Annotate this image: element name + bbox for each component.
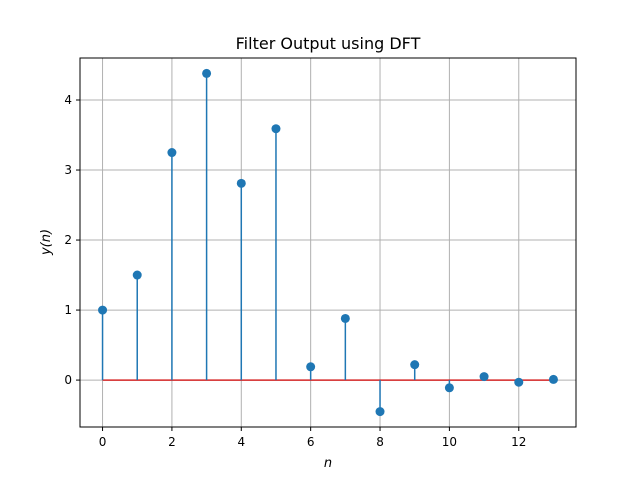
stem-marker: [306, 362, 316, 372]
x-tick-label: 6: [307, 435, 315, 449]
x-tick-label: 12: [511, 435, 526, 449]
x-tick-label: 4: [237, 435, 245, 449]
stem-marker: [514, 377, 524, 387]
y-tick-label: 4: [64, 93, 72, 107]
grid-lines: [80, 58, 576, 427]
stem-marker: [375, 407, 385, 417]
stem-marker: [236, 178, 246, 188]
y-tick-label: 2: [64, 233, 72, 247]
x-tick-label: 10: [442, 435, 457, 449]
y-axis-label: y(n): [39, 229, 54, 256]
x-tick-label: 0: [99, 435, 107, 449]
x-axis-label: n: [324, 456, 332, 471]
y-tick-label: 3: [64, 163, 72, 177]
stem-series: [98, 68, 558, 417]
x-tick-label: 2: [168, 435, 176, 449]
y-tick-label: 0: [64, 373, 72, 387]
stem-marker: [410, 360, 420, 370]
plot-frame: [79, 57, 577, 428]
y-tick-label: 1: [64, 303, 72, 317]
stem-marker: [132, 270, 142, 280]
stem-marker: [167, 148, 177, 158]
x-tick-label: 8: [376, 435, 384, 449]
stem-marker: [202, 68, 212, 78]
stem-marker: [340, 313, 350, 323]
stem-marker: [548, 374, 558, 384]
stem-marker: [98, 305, 108, 315]
stem-marker: [444, 383, 454, 393]
stem-marker: [479, 372, 489, 382]
stem-marker: [271, 124, 281, 134]
chart-title: Filter Output using DFT: [236, 34, 421, 53]
